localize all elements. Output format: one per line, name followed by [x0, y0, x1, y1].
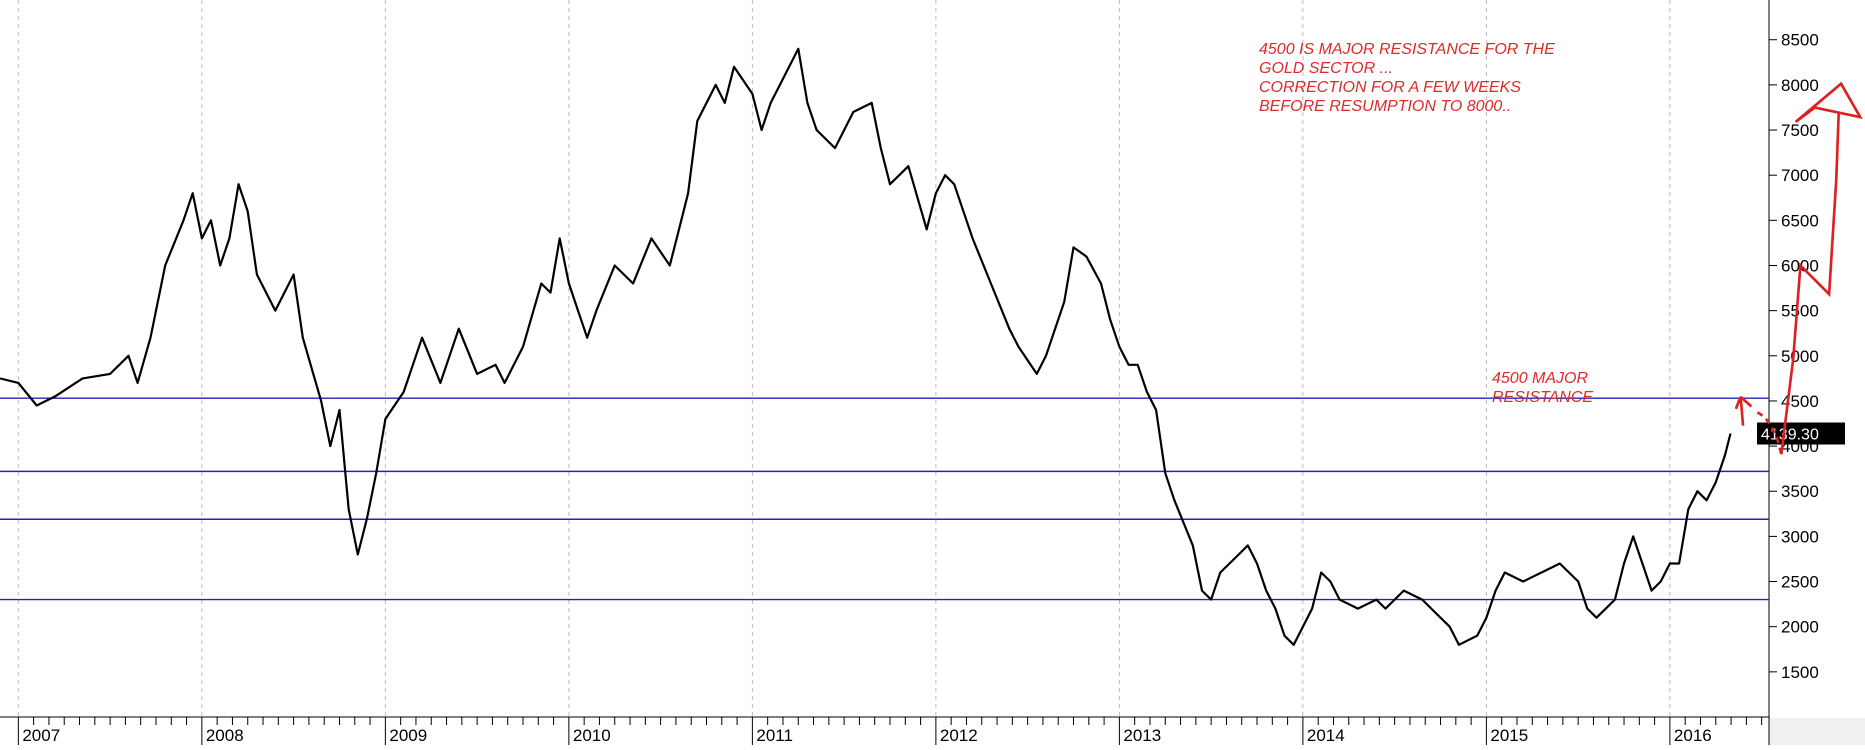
annotation: 4500 MAJOR	[1492, 370, 1588, 387]
y-tick-label: 4500	[1781, 392, 1819, 411]
annotation: 4500 IS MAJOR RESISTANCE FOR THE	[1259, 41, 1555, 58]
arrow-head	[1794, 81, 1863, 123]
x-tick-label: 2015	[1490, 726, 1528, 745]
x-tick-label: 2011	[756, 726, 793, 745]
axis-corner	[1769, 718, 1865, 745]
x-tick-label: 2013	[1123, 726, 1161, 745]
y-tick-label: 7500	[1781, 121, 1819, 140]
y-tick-label: 6500	[1781, 211, 1819, 230]
last-value-label: 4139.30	[1761, 427, 1819, 444]
annotation: RESISTANCE	[1492, 389, 1593, 406]
y-tick-label: 1500	[1781, 663, 1819, 682]
annotation: CORRECTION FOR A FEW WEEKS	[1259, 79, 1521, 96]
y-tick-label: 3000	[1781, 527, 1819, 546]
x-tick-label: 2010	[573, 726, 611, 745]
y-tick-label: 5500	[1781, 302, 1819, 321]
x-tick-label: 2009	[389, 726, 427, 745]
last-value-box	[1757, 422, 1845, 445]
y-tick-label: 5000	[1781, 347, 1819, 366]
y-tick-label: 8500	[1781, 31, 1819, 50]
dashed-dip	[1756, 411, 1783, 455]
price-line	[0, 47, 1732, 646]
y-tick-label: 3500	[1781, 482, 1819, 501]
x-tick-label: 2008	[206, 726, 244, 745]
annotation: BEFORE RESUMPTION TO 8000..	[1259, 98, 1511, 115]
small-arrow	[1734, 395, 1753, 426]
y-tick-label: 8000	[1781, 76, 1819, 95]
y-tick-label: 7000	[1781, 166, 1819, 185]
x-tick-label: 2016	[1674, 726, 1712, 745]
x-tick-label: 2014	[1307, 726, 1345, 745]
hand-drawn-arrow	[1734, 81, 1863, 455]
x-tick-label: 2012	[940, 726, 978, 745]
rise-path	[1779, 113, 1840, 455]
annotation: GOLD SECTOR ...	[1259, 60, 1393, 77]
x-tick-label: 2007	[22, 726, 60, 745]
y-tick-label: 2500	[1781, 573, 1819, 592]
y-tick-label: 2000	[1781, 618, 1819, 637]
